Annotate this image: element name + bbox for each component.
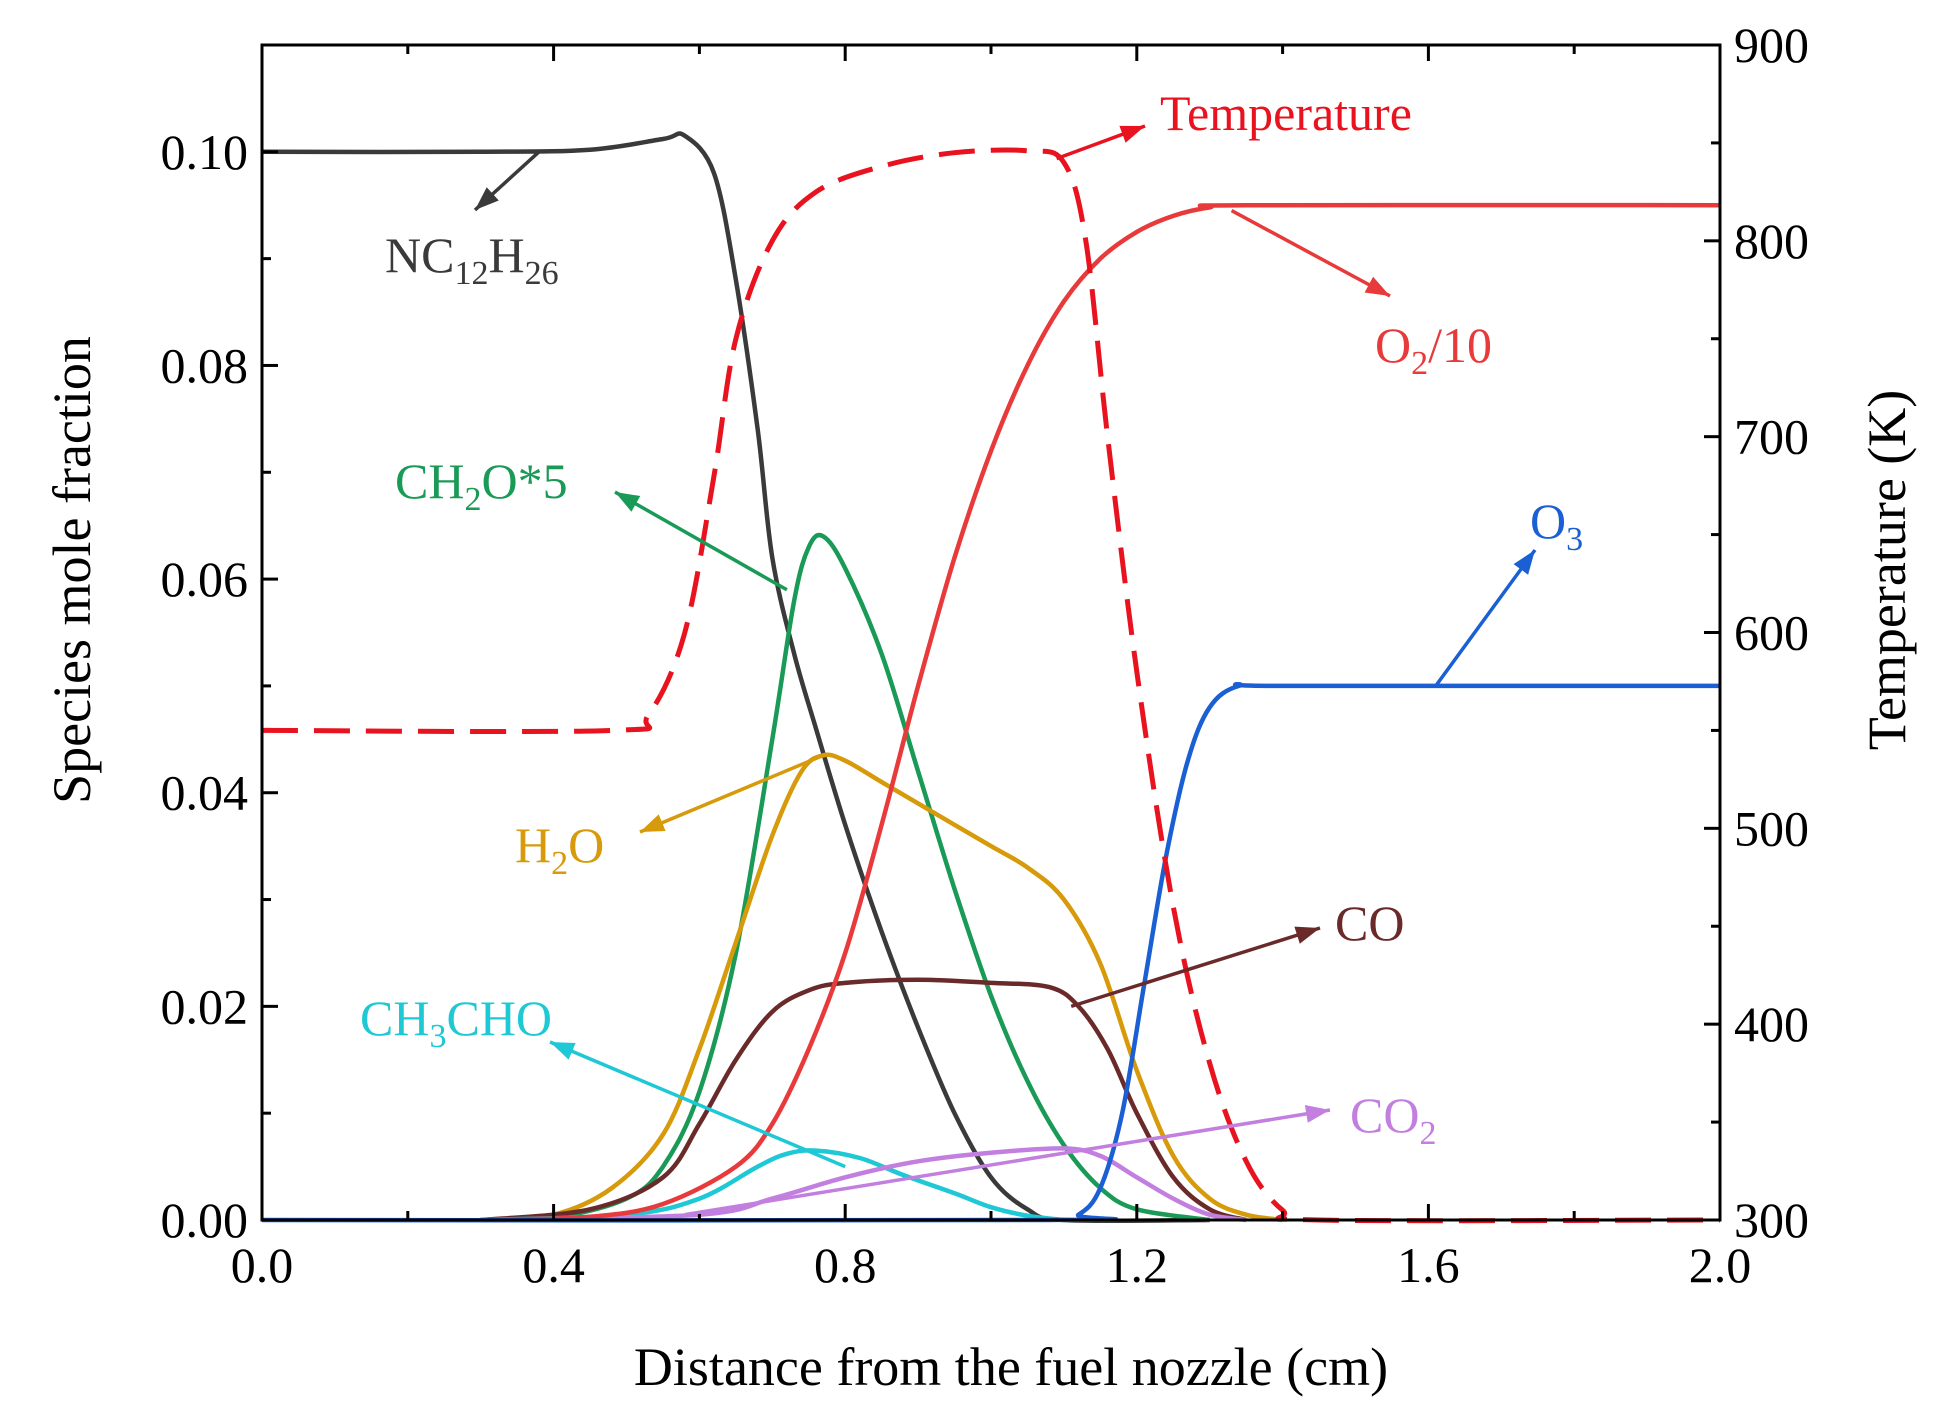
y-tick-label: 0.00 xyxy=(161,1192,249,1248)
o2-arrow-head xyxy=(1364,276,1390,296)
co2-arrow-shaft xyxy=(684,1108,1331,1217)
label-o2: O2/10 xyxy=(1375,317,1492,382)
axes-layer: 0.0 0.4 0.8 1.2 1.6 2.0 0.00 0.02 0.04 0.06 0.08 0.… xyxy=(161,17,1810,1293)
o3-arrow-head xyxy=(1513,550,1535,575)
label-temperature: Temperature xyxy=(1160,85,1412,141)
y2-tick-label: 600 xyxy=(1734,605,1809,661)
y2-tick-label: 400 xyxy=(1734,996,1809,1052)
series-temperature xyxy=(261,147,1721,1224)
x-tick-label: 0.0 xyxy=(231,1237,294,1293)
y-tick-label: 0.04 xyxy=(161,765,249,821)
y-axis-label: Species mole fraction xyxy=(42,336,102,804)
co2-arrow-head xyxy=(1304,1105,1330,1123)
co-arrow-head xyxy=(1294,926,1320,944)
ch3cho-arrow-head xyxy=(550,1042,576,1060)
y-tick-label: 0.10 xyxy=(161,124,249,180)
x-tick-label: 1.6 xyxy=(1397,1237,1460,1293)
y2-tick-label: 300 xyxy=(1734,1192,1809,1248)
label-ch3cho: CH3CHO xyxy=(360,990,552,1055)
y2-tick-label: 900 xyxy=(1734,17,1809,73)
series-ch3cho xyxy=(480,1148,1065,1223)
x-axis-label: Distance from the fuel nozzle (cm) xyxy=(634,1337,1388,1397)
ch3cho-arrow-shaft xyxy=(549,1040,846,1169)
temperature-arrow-head xyxy=(1119,125,1145,143)
x-tick-label: 0.4 xyxy=(522,1237,585,1293)
series-co xyxy=(480,977,1247,1223)
series-o2-10 xyxy=(480,202,1721,1223)
series-layer xyxy=(261,131,1721,1224)
h2o-arrow-head xyxy=(640,814,666,832)
co-arrow-shaft xyxy=(1070,926,1321,1009)
y2-axis-label: Temperature (K) xyxy=(1857,390,1917,751)
x-tick-label: 2.0 xyxy=(1689,1237,1752,1293)
ch2o-arrow-head xyxy=(615,492,641,512)
series-co2 xyxy=(480,1146,1247,1223)
y-tick-label: 0.02 xyxy=(161,978,249,1034)
x-tick-label: 1.2 xyxy=(1106,1237,1169,1293)
label-o3: O3 xyxy=(1530,493,1583,558)
y-tick-label: 0.06 xyxy=(161,551,249,607)
label-co: CO xyxy=(1335,895,1404,951)
label-nc12h26: NC12H26 xyxy=(385,227,559,292)
label-h2o: H2O xyxy=(515,817,604,882)
ch2o-arrow-shaft xyxy=(614,490,788,592)
o2-arrow-shaft xyxy=(1230,209,1391,298)
x-tick-label: 0.8 xyxy=(814,1237,877,1293)
series-ch2o-5 xyxy=(480,532,1211,1223)
y2-tick-label: 800 xyxy=(1734,213,1809,269)
h2o-arrow-shaft xyxy=(639,753,825,834)
annotation-arrows xyxy=(473,124,1537,1217)
label-ch2o: CH2O*5 xyxy=(395,453,568,518)
y2-tick-label: 500 xyxy=(1734,800,1809,856)
label-co2: CO2 xyxy=(1350,1087,1436,1152)
y2-tick-label: 700 xyxy=(1734,409,1809,465)
series-h2o xyxy=(480,752,1283,1223)
nc12h26-arrow-head xyxy=(475,187,499,210)
o3-arrow-shaft xyxy=(1434,548,1537,687)
y-tick-label: 0.08 xyxy=(161,337,249,393)
